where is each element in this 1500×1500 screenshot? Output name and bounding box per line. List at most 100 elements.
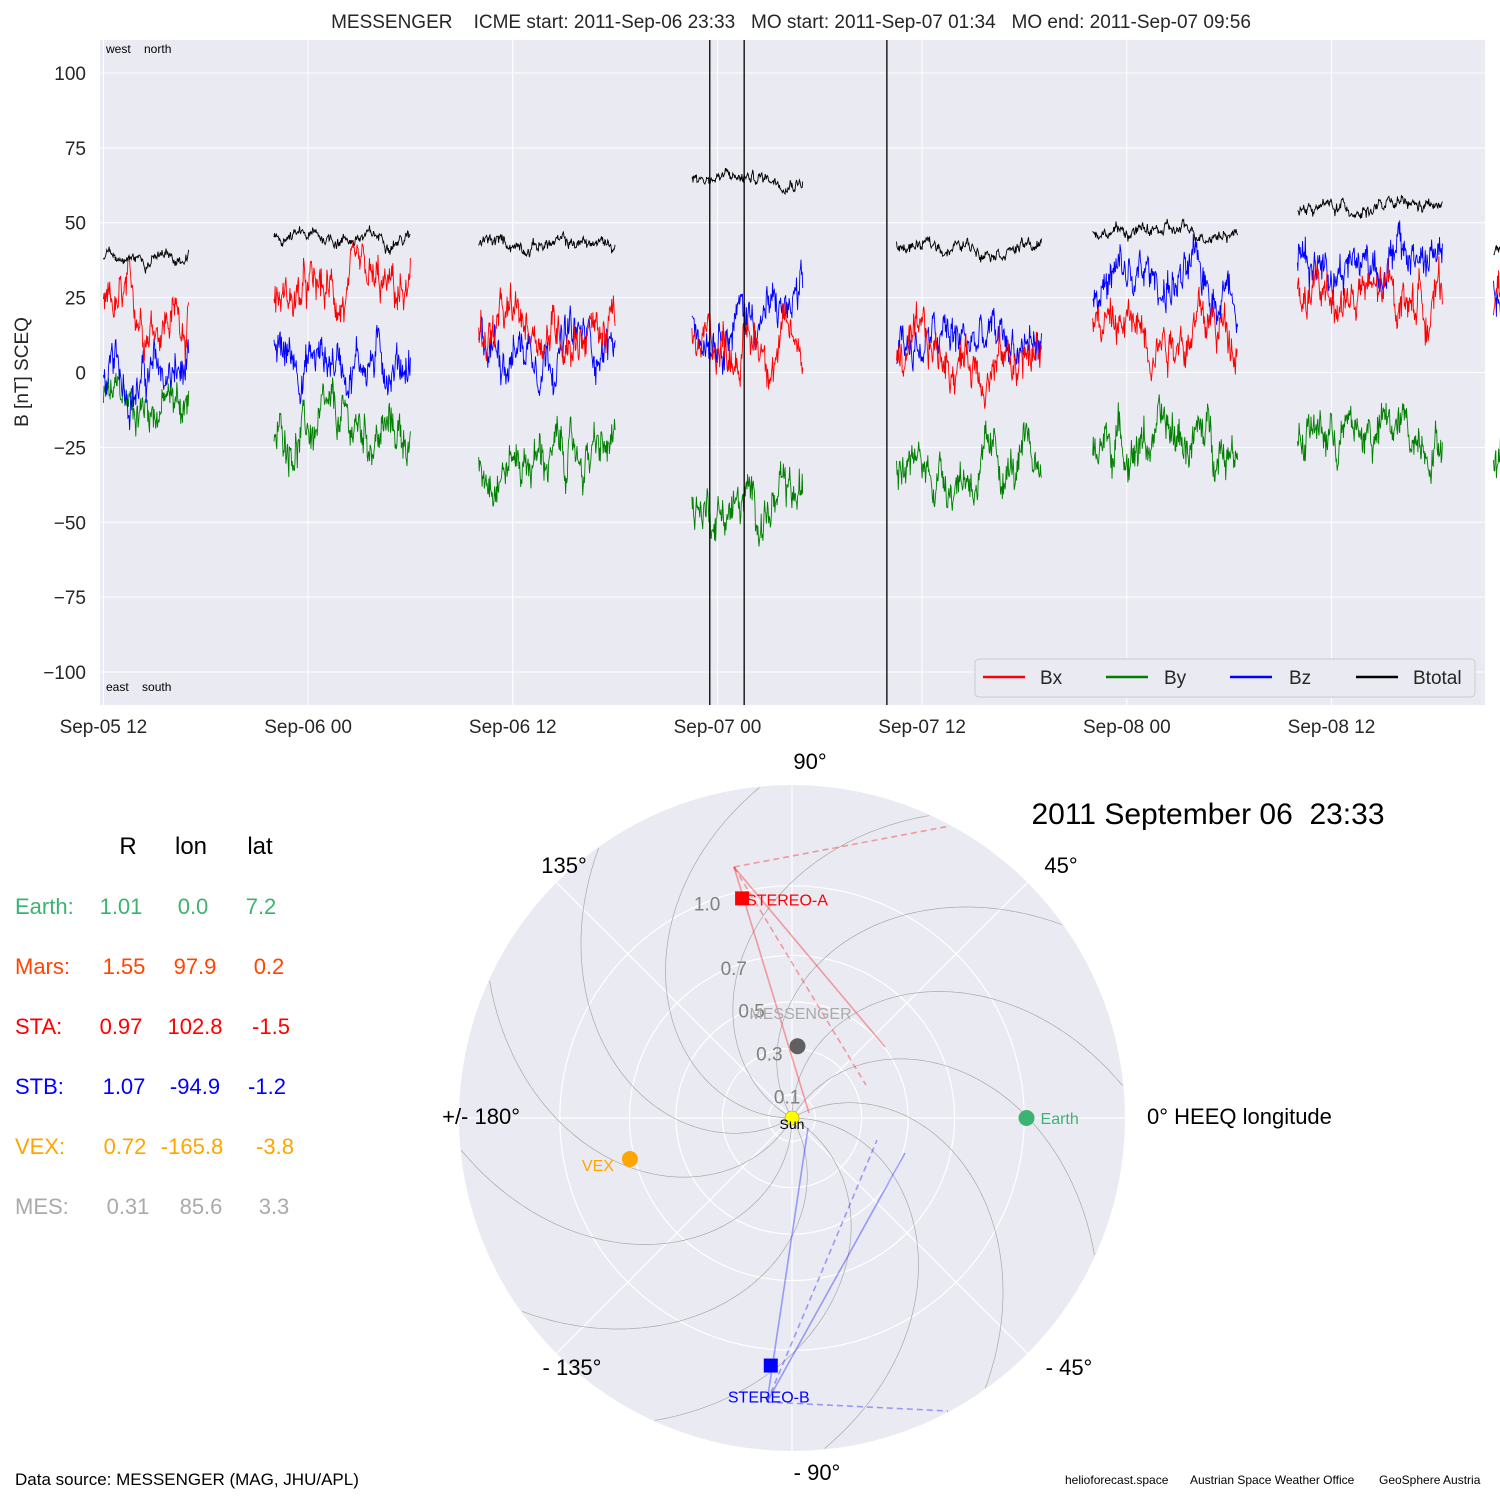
table-cell-lat: -3.8 <box>256 1134 294 1159</box>
parker-spiral <box>521 1121 808 1330</box>
series-bz <box>273 324 411 405</box>
parker-spiral <box>776 906 1063 1115</box>
data-segment <box>102 246 190 437</box>
series-btotal <box>1092 218 1239 245</box>
stereo-b-fov-solid-2 <box>766 1152 906 1403</box>
parker-spiral <box>796 1117 919 1449</box>
table-cell-lat: -1.5 <box>252 1014 290 1039</box>
table-cell-lon: 85.6 <box>180 1194 223 1219</box>
x-tick-label: Sep-08 12 <box>1288 717 1376 738</box>
table-cell-label: VEX: <box>15 1134 65 1159</box>
stereo-b-fov-dash-2 <box>766 1401 949 1412</box>
position-table: R lon lat Earth: 1.01 0.0 7.2 Mars: 1.55 97.9 0… <box>15 833 294 1219</box>
sta-marker-label: STEREO-A <box>746 892 828 909</box>
angular-gridline <box>791 882 1028 1119</box>
series-btotal <box>1493 245 1500 256</box>
x-tick-label: Sep-08 00 <box>1083 717 1171 738</box>
credit-aswo: Austrian Space Weather Office <box>1190 1473 1355 1487</box>
angle-label: - 45° <box>1046 1355 1093 1380</box>
data-source-footer: Data source: MESSENGER (MAG, JHU/APL) <box>15 1470 359 1489</box>
stereo-a-fov-solid-2 <box>733 866 886 1048</box>
series-bz <box>102 338 190 431</box>
table-cell-lat: 3.3 <box>259 1194 290 1219</box>
radial-tick-label: 0.3 <box>756 1045 782 1066</box>
series-by <box>896 420 1042 511</box>
series-bz <box>1092 233 1239 334</box>
y-axis-label: B [nT] SCEQ <box>12 317 33 427</box>
legend-label-by: By <box>1164 668 1187 689</box>
stereo-b-fov-dash-1 <box>766 1139 878 1403</box>
series-btotal <box>273 225 411 255</box>
x-tick-label: Sep-06 00 <box>264 717 352 738</box>
table-cell-lon: 97.9 <box>174 954 217 979</box>
x-tick-labels: Sep-05 12 Sep-06 00 Sep-06 12 Sep-07 00 Sep-… <box>60 717 1376 738</box>
table-cell-lat: 7.2 <box>246 894 277 919</box>
earth-marker <box>1018 1110 1035 1126</box>
angular-gridline <box>556 1117 793 1354</box>
y-tick-label: 0 <box>75 364 86 385</box>
polar-panel: 0.1 0.3 0.5 0.7 1.0 90° 45° 0° HEEQ longitude -… <box>442 749 1384 1485</box>
stereo-b-fov-solid-1 <box>766 1127 809 1403</box>
stereo-a-fov <box>733 825 951 1114</box>
sun-label: Sun <box>780 1116 805 1132</box>
stb-marker-label: STEREO-B <box>728 1390 810 1407</box>
x-tick-label: Sep-05 12 <box>60 717 148 738</box>
radial-tick-label: 0.1 <box>774 1088 800 1109</box>
angle-label: +/- 180° <box>442 1104 520 1129</box>
series-bx <box>273 239 411 323</box>
radial-tick-label: 0.5 <box>738 1002 764 1023</box>
data-segment <box>478 231 616 507</box>
angle-label: - 135° <box>543 1355 602 1380</box>
vex-marker-label: VEX <box>582 1158 614 1175</box>
parker-spiral <box>654 1120 852 1421</box>
polar-date-title: 2011 September 06 23:33 <box>1031 798 1384 831</box>
series-bz <box>1296 220 1443 306</box>
credit-geosphere: GeoSphere Austria <box>1379 1473 1481 1487</box>
legend-label-bx: Bx <box>1040 668 1063 689</box>
table-header-r: R <box>119 833 136 860</box>
series-bx <box>102 256 190 366</box>
series-btotal <box>896 236 1042 263</box>
series-by <box>273 377 411 478</box>
series-by <box>1296 402 1443 484</box>
position-rows: Earth: 1.01 0.0 7.2 Mars: 1.55 97.9 0.2 STA: 0.97… <box>15 894 294 1219</box>
parker-spiral <box>794 1058 1095 1256</box>
timeseries-data <box>102 167 1500 547</box>
angular-gridline <box>791 1117 1028 1354</box>
data-segment <box>896 236 1042 511</box>
series-btotal <box>1297 195 1443 219</box>
angle-label: - 90° <box>794 1460 841 1485</box>
y-tick-label: −75 <box>54 588 86 609</box>
stereo-a-fov-dash-1 <box>733 866 867 1086</box>
radial-tick-labels: 0.1 0.3 0.5 0.7 1.0 <box>694 894 800 1108</box>
parker-spiral <box>461 1122 793 1245</box>
legend-label-btotal: Btotal <box>1413 668 1462 689</box>
table-cell-r: 0.31 <box>107 1194 150 1219</box>
angle-labels: 90° 45° 0° HEEQ longitude - 45° - 90° - 135° +… <box>442 749 1332 1485</box>
table-cell-lon: 102.8 <box>167 1014 222 1039</box>
parker-spiral <box>665 787 788 1119</box>
series-bz <box>896 307 1042 372</box>
series-bx <box>896 301 1042 409</box>
x-tick-label: Sep-07 12 <box>878 717 966 738</box>
table-cell-lon: -165.8 <box>161 1134 223 1159</box>
table-cell-r: 1.55 <box>103 954 146 979</box>
data-segment <box>273 225 411 478</box>
table-cell-r: 1.07 <box>103 1074 146 1099</box>
series-bx <box>1092 286 1238 382</box>
table-cell-label: Earth: <box>15 894 74 919</box>
table-cell-lon: 0.0 <box>178 894 209 919</box>
credit-helioforecast: helioforecast.space <box>1065 1473 1169 1487</box>
y-tick-label: 75 <box>65 139 86 160</box>
series-bz <box>478 305 616 396</box>
table-header-lon: lon <box>175 833 207 860</box>
annotation-west-north: west north <box>105 42 171 56</box>
parker-spiral <box>732 815 930 1116</box>
table-cell-lat: -1.2 <box>248 1074 286 1099</box>
angle-label: 0° HEEQ longitude <box>1147 1104 1332 1129</box>
polar-markers: Sun Earth STEREO-A STEREO-B VEX MESSENGER <box>582 891 1079 1407</box>
earth-marker-label: Earth <box>1041 1111 1079 1128</box>
table-cell-label: STB: <box>15 1074 64 1099</box>
x-tick-label: Sep-07 00 <box>674 717 762 738</box>
y-tick-label: 100 <box>54 64 86 85</box>
